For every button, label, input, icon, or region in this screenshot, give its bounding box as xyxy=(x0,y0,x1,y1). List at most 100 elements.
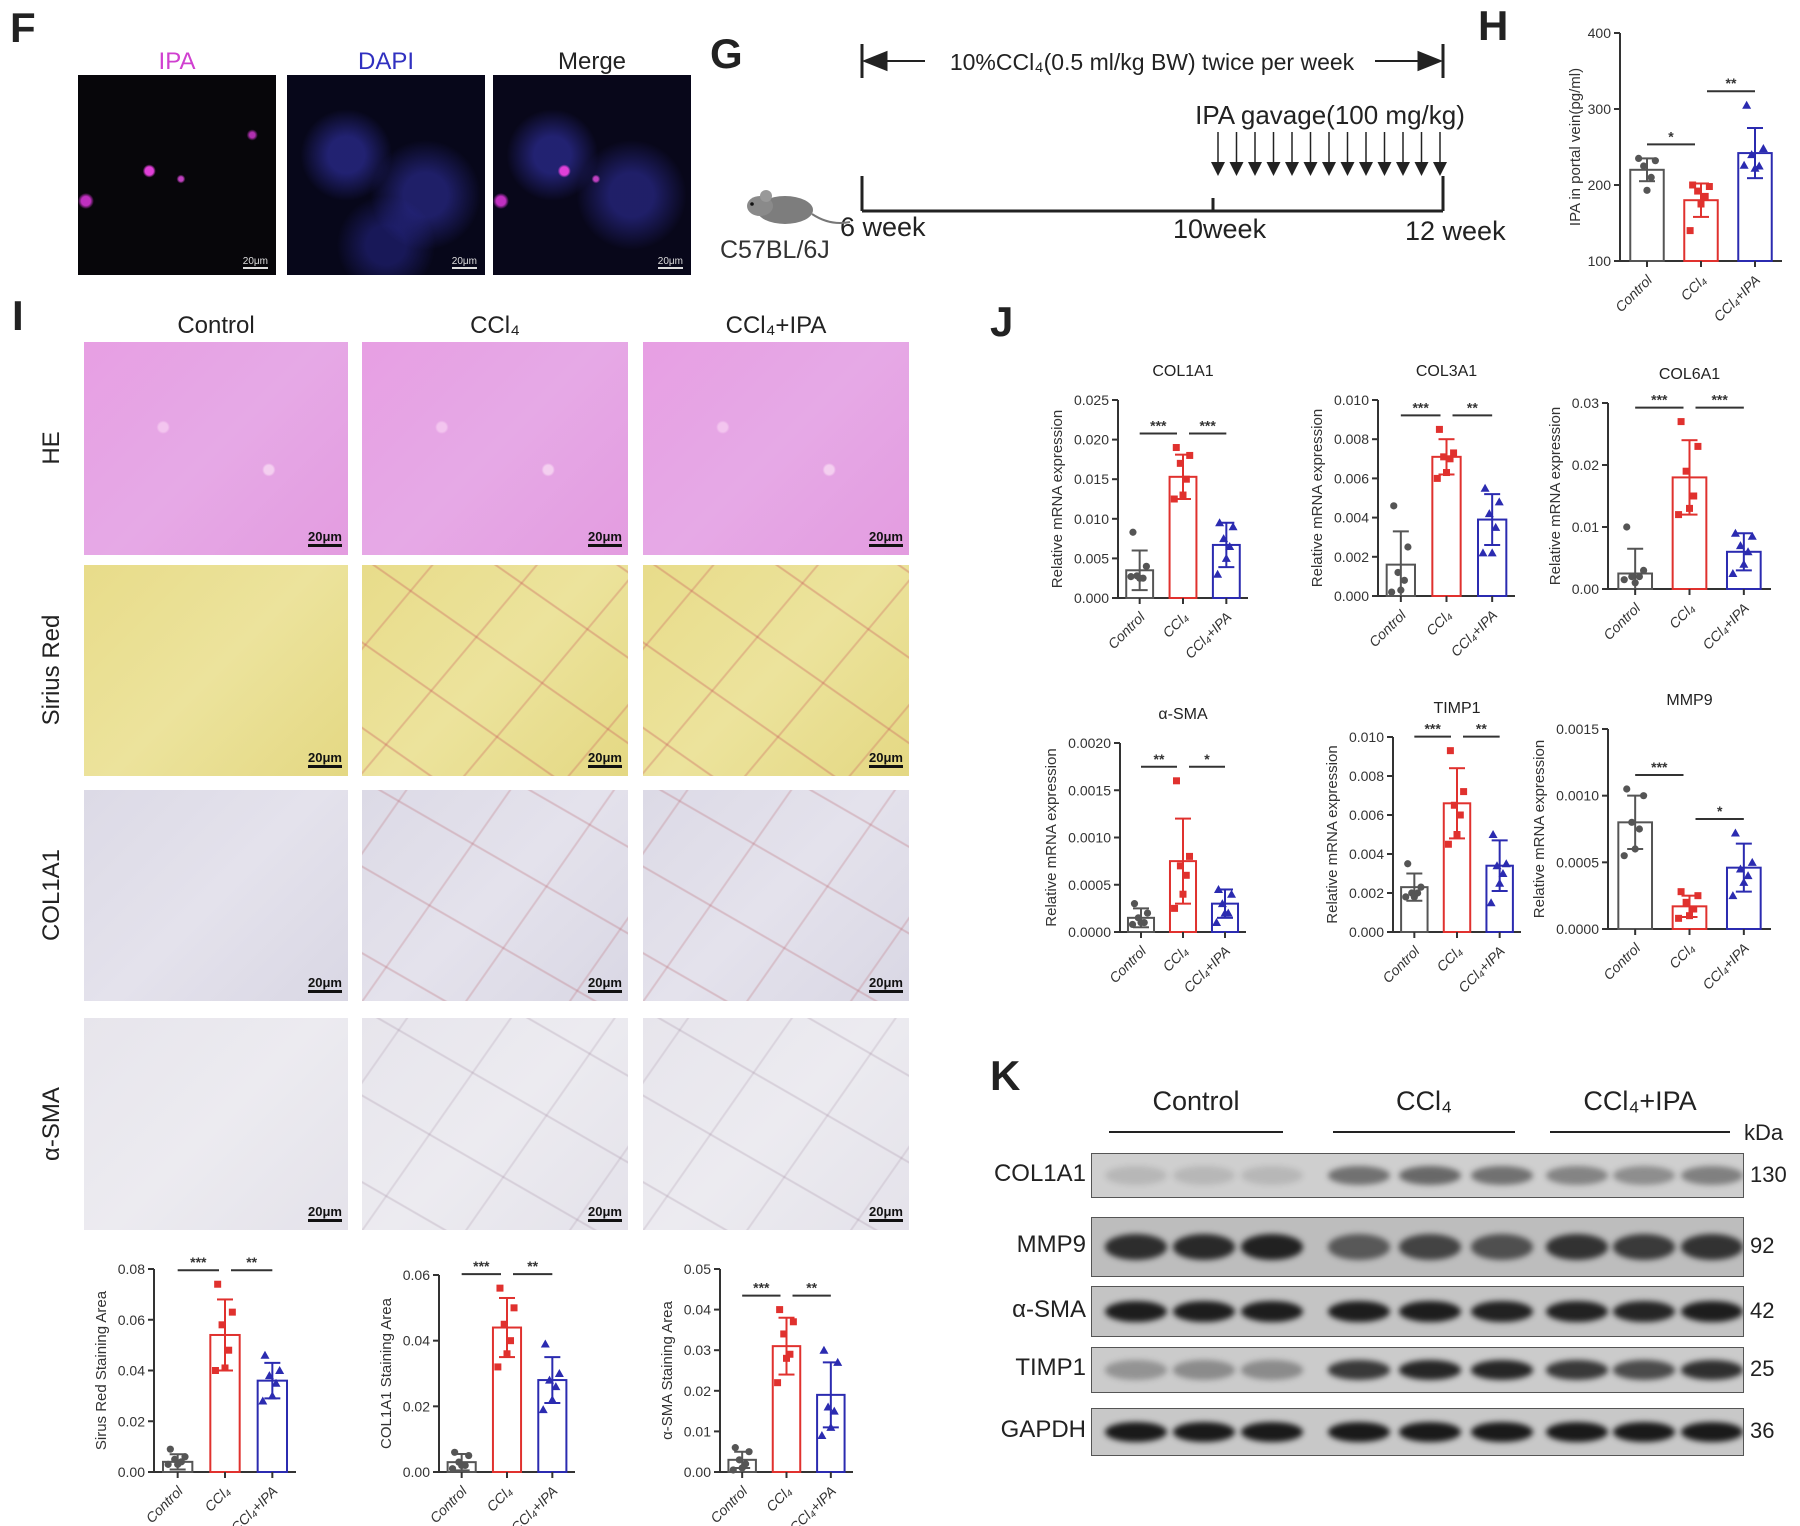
data-point xyxy=(1494,497,1504,506)
panel-label-k: K xyxy=(990,1052,1021,1099)
data-point xyxy=(507,1337,515,1345)
data-point xyxy=(1651,157,1659,165)
data-point xyxy=(1220,908,1230,917)
bar-0 xyxy=(1629,168,1665,262)
y-tick-label: 0.008 xyxy=(1349,768,1384,784)
significance-label: *** xyxy=(1651,392,1668,408)
y-tick-label: 0.0010 xyxy=(1556,788,1599,804)
x-tick-label: CCl₄+IPA xyxy=(1455,943,1508,996)
molecular-weight-label: 42 xyxy=(1750,1297,1775,1323)
week-10-label: 10week xyxy=(1173,214,1267,244)
protein-band xyxy=(1681,1166,1743,1185)
y-tick-label: 0.01 xyxy=(684,1423,711,1439)
y-tick-label: 0.000 xyxy=(1074,590,1109,606)
protein-band xyxy=(1613,1421,1675,1443)
significance-label: ** xyxy=(246,1254,257,1270)
column-header-control: Control xyxy=(177,312,255,339)
data-point xyxy=(1212,918,1222,927)
micrograph-sirius-red-ccl4-ipa: 20μm xyxy=(643,565,909,776)
data-point xyxy=(214,1280,222,1288)
data-point xyxy=(1690,492,1698,500)
arrow-down-icon xyxy=(1396,162,1410,176)
chart-j-col6a1: 0.00 0.01 0.02 0.03 Relative mRNA expression… xyxy=(1547,366,1771,653)
y-tick-label: 0.000 xyxy=(1334,588,1369,604)
data-point xyxy=(1739,877,1749,886)
protein-band xyxy=(1241,1421,1303,1443)
data-point xyxy=(1640,162,1648,170)
data-point xyxy=(496,1284,504,1292)
scale-bar: 20μm xyxy=(588,751,622,768)
molecular-weight-label: 92 xyxy=(1750,1233,1775,1258)
protein-band xyxy=(1173,1360,1235,1380)
y-tick-label: 0.06 xyxy=(403,1267,430,1283)
data-point xyxy=(1404,543,1412,551)
chart-title: MMP9 xyxy=(1666,692,1712,709)
protein-band xyxy=(1241,1234,1303,1260)
data-point xyxy=(1686,504,1693,512)
ipa-gavage-label: IPA gavage(100 mg/kg) xyxy=(1195,100,1465,130)
gavage-arrows xyxy=(1211,132,1447,176)
data-point xyxy=(1179,890,1187,898)
y-tick-label: 0.02 xyxy=(684,1383,711,1399)
scale-bar: 20μm xyxy=(308,751,342,768)
data-point xyxy=(1501,859,1511,868)
data-point xyxy=(1176,459,1184,467)
panel-label-i: I xyxy=(12,292,24,339)
blot-col1a1 xyxy=(1091,1153,1744,1198)
data-point xyxy=(1498,869,1508,877)
y-tick-label: 0.0000 xyxy=(1068,924,1111,940)
protein-band xyxy=(1173,1234,1235,1260)
y-tick-label: 0.0010 xyxy=(1068,830,1111,846)
channel-title-dapi: DAPI xyxy=(357,48,414,75)
significance-label: *** xyxy=(190,1254,207,1270)
data-point xyxy=(1453,831,1461,838)
protein-band xyxy=(1241,1166,1303,1185)
y-tick-label: 0.04 xyxy=(118,1363,145,1379)
chart-h: 100 200 300 400 IPA in portal vein(pg/ml) Con… xyxy=(1567,25,1782,325)
significance-label: *** xyxy=(1651,759,1668,775)
x-tick-label: Control xyxy=(143,1482,187,1526)
data-point xyxy=(1631,579,1639,587)
data-point xyxy=(1219,534,1229,543)
column-header-ccl4: CCl₄ xyxy=(470,312,520,339)
y-tick-label: 0.006 xyxy=(1334,470,1369,486)
data-point xyxy=(264,1371,274,1380)
data-point xyxy=(780,1330,788,1338)
y-tick-label: 0.00 xyxy=(118,1464,145,1480)
data-point xyxy=(1675,914,1683,922)
y-tick-label: 0.010 xyxy=(1334,392,1369,408)
data-point xyxy=(1228,522,1238,531)
y-tick-label: 100 xyxy=(1588,253,1612,269)
data-point xyxy=(267,1391,277,1400)
protein-band xyxy=(1399,1166,1461,1185)
y-tick-label: 0.010 xyxy=(1074,511,1109,527)
data-point xyxy=(1677,418,1685,426)
data-point xyxy=(1747,150,1757,159)
data-point xyxy=(554,1369,564,1377)
micrograph-sirius-red-control: 20μm xyxy=(84,565,348,776)
x-tick-label: CCl₄ xyxy=(1677,272,1709,304)
data-point xyxy=(1435,425,1443,433)
significance-label: ** xyxy=(1467,399,1478,415)
significance-label: * xyxy=(1204,751,1210,767)
protein-band xyxy=(1681,1234,1743,1260)
micrograph-asma-ccl4: 20μm xyxy=(362,1018,628,1230)
data-point xyxy=(1215,518,1225,527)
blot-gapdh xyxy=(1091,1408,1744,1456)
data-point xyxy=(731,1444,739,1452)
arrow-down-icon xyxy=(1433,162,1447,176)
data-point xyxy=(1491,522,1501,531)
x-tick-label: Control xyxy=(707,1482,751,1526)
scale-bar: 20μm xyxy=(308,1205,342,1222)
data-point xyxy=(1440,453,1448,461)
data-point xyxy=(1221,553,1231,562)
channel-title-merge: Merge xyxy=(557,48,627,75)
data-point xyxy=(1484,509,1494,518)
y-tick-label: 0.020 xyxy=(1074,432,1109,448)
data-point xyxy=(729,1466,737,1474)
data-point xyxy=(783,1354,790,1362)
arrow-down-icon xyxy=(1414,162,1429,176)
y-tick-label: 0.0015 xyxy=(1068,782,1111,798)
data-point xyxy=(1620,576,1628,584)
protein-band xyxy=(1105,1234,1167,1260)
